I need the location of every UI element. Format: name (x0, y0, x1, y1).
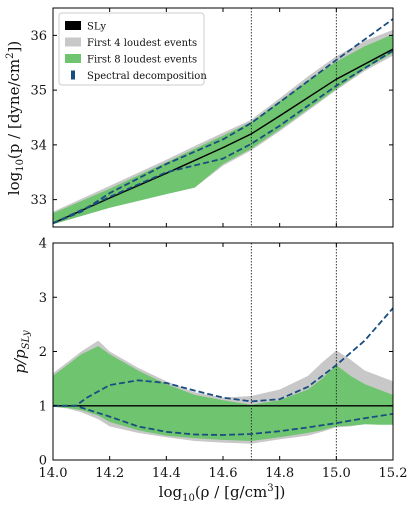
top-y-axis-label: log10(p / [dyne/cm2]) (5, 41, 26, 195)
bottom-ytick-label: 2 (39, 345, 47, 360)
legend-label-band8: First 8 loudest events (87, 55, 197, 66)
bottom-xtick-label: 15.2 (379, 466, 408, 481)
legend-label-spectral: Spectral decomposition (87, 71, 207, 82)
bottom-xtick-label: 14.2 (95, 466, 124, 481)
top-plot-area (52, 8, 394, 227)
legend-swatch-band4 (65, 37, 81, 47)
bottom-spectral_upper-dashed (53, 307, 394, 407)
top-ytick-label: 35 (30, 84, 47, 99)
bottom-ytick-label: 1 (39, 399, 47, 414)
legend-box (58, 12, 205, 86)
bottom-panel: 0 1 2 3 4 14.0 14.2 14.4 14.6 14.8 15.0 15.2 p/pSLy… (11, 237, 407, 505)
bottom-xtick-label: 14.0 (39, 466, 68, 481)
top-ytick-label: 34 (30, 138, 47, 153)
bottom-xtick-label: 14.4 (152, 466, 181, 481)
legend: SLy First 4 loudest events First 8 loudest… (58, 12, 207, 86)
top-spectral_lower-dashed (52, 49, 394, 225)
legend-label-band4: First 4 loudest events (87, 38, 197, 49)
bottom-plot-area (53, 243, 394, 460)
bottom-axes: 0 1 2 3 4 14.0 14.2 14.4 14.6 14.8 15.0 15.2 (39, 237, 408, 482)
bottom-ytick-label: 4 (39, 237, 47, 252)
bottom-xtick-label: 15.0 (322, 466, 351, 481)
top-panel: 33 34 35 36 log10(p / [dyne/cm2]) SLy First … (5, 7, 394, 228)
legend-swatch-sly (65, 21, 81, 30)
legend-swatch-spectral (71, 70, 75, 80)
legend-label-sly: SLy (87, 22, 106, 33)
bottom-ytick-label: 3 (39, 291, 47, 306)
bottom-xtick-label: 14.6 (209, 466, 238, 481)
bottom-band8-band (53, 346, 393, 441)
bottom-y-axis-label: p/pSLy (11, 330, 32, 374)
top-ytick-label: 36 (30, 29, 47, 44)
top-sly-line (52, 48, 394, 224)
x-axis-label: log10(ρ / [g/cm3]) (159, 483, 286, 504)
top-ytick-label: 33 (30, 193, 47, 208)
bottom-spectral_lower-dashed (53, 404, 394, 436)
legend-swatch-band8 (65, 54, 81, 63)
bottom-ytick-label: 0 (39, 454, 47, 469)
top-axes: 33 34 35 36 (30, 7, 394, 228)
bottom-xtick-label: 14.8 (265, 466, 294, 481)
